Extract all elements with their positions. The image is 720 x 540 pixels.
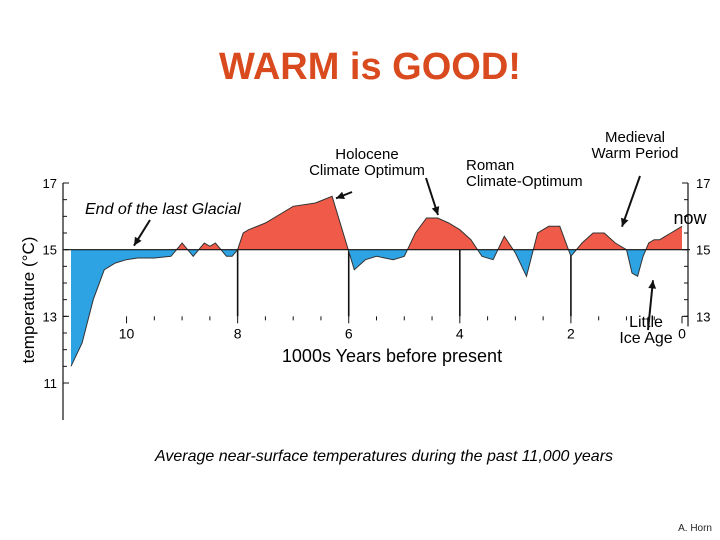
temperature-chart: 17 15 13 11 17 15 13 10 8 6 4 2 0 End of the last Gl… (19, 129, 711, 465)
author-credit: A. Horn (678, 523, 712, 534)
arrowhead-holocene-climate-optimum (336, 191, 345, 199)
arrowhead-little-ice-age (648, 280, 657, 289)
arrowhead-medieval-warm-period (621, 217, 629, 227)
annotation-end-of-last-glacial: End of the last Glacial (85, 201, 241, 218)
y-axis-label: temperature (°C) (19, 237, 38, 364)
annotation-roman-climate-optimum: Roman Climate-Optimum (466, 157, 583, 190)
annotation-now: now (673, 208, 707, 228)
warm-area (176, 196, 682, 250)
temperature-line (70, 195, 683, 367)
x-tick-label: 4 (456, 325, 464, 341)
x-axis-label: 1000s Years before present (282, 346, 502, 366)
arrowhead-roman-climate-optimum (431, 206, 440, 215)
x-tick-label: 8 (234, 325, 242, 341)
cold-area (71, 249, 682, 367)
arrow-little-ice-age (647, 280, 654, 331)
arrowhead-end-of-last-glacial (134, 236, 142, 246)
annotation-medieval-warm-period: Medieval Warm Period (592, 129, 679, 162)
arrow-medieval-warm-period (621, 175, 641, 228)
y-tick-right: 15 (696, 243, 710, 258)
y-tick-right: 17 (696, 176, 710, 191)
annotation-little-ice-age: Little Ice Age (619, 314, 672, 347)
y-tick-left: 13 (43, 309, 57, 324)
annotation-holocene-climate-optimum: Holocene Climate Optimum (309, 146, 425, 179)
period-guide-lines (236, 249, 572, 317)
annotations: End of the last Glacial Holocene Climate O… (85, 129, 708, 347)
y-tick-left: 17 (43, 176, 57, 191)
x-tick-label: 6 (345, 325, 353, 341)
x-tick-label: 2 (567, 325, 575, 341)
axes (62, 182, 689, 420)
y-tick-right: 13 (696, 309, 710, 324)
x-tick-label: 10 (119, 325, 135, 341)
y-tick-left: 11 (44, 376, 58, 391)
tick-labels: 17 15 13 11 17 15 13 10 8 6 4 2 0 (43, 176, 711, 391)
slide-title: WARM is GOOD! (219, 46, 521, 88)
chart-caption: Average near-surface temperatures during… (154, 448, 613, 465)
y-tick-left: 15 (43, 243, 57, 258)
x-tick-label: 0 (678, 325, 686, 341)
